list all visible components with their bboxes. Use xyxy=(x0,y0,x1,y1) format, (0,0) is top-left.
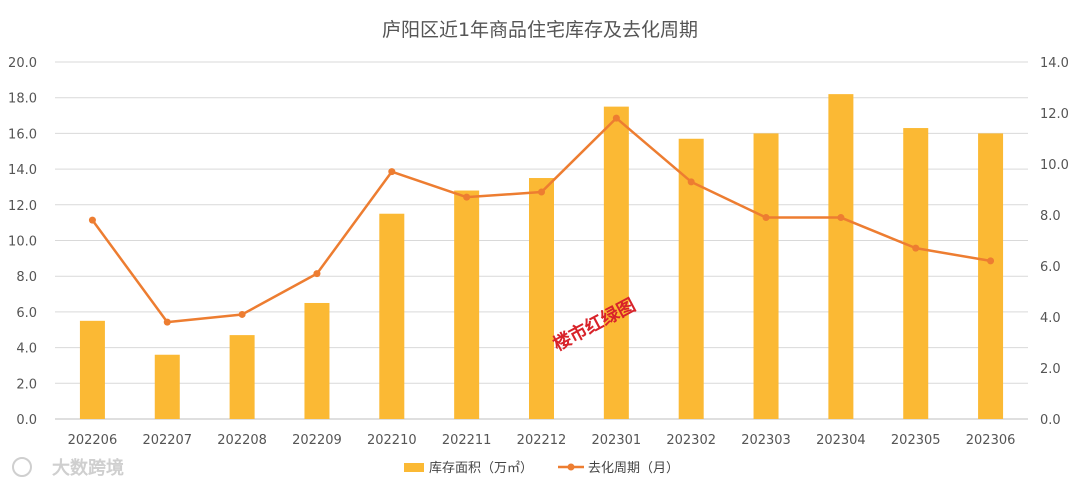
line-point xyxy=(313,270,321,278)
left-tick-label: 4.0 xyxy=(16,342,37,357)
left-tick-label: 20.0 xyxy=(8,56,37,71)
left-tick-label: 2.0 xyxy=(16,377,37,392)
legend-line-marker xyxy=(567,463,575,471)
right-tick-label: 2.0 xyxy=(1040,362,1061,377)
x-tick-label: 202301 xyxy=(592,433,642,448)
right-tick-label: 12.0 xyxy=(1040,107,1069,122)
left-tick-label: 8.0 xyxy=(16,270,37,285)
bar xyxy=(79,320,105,419)
x-tick-label: 202303 xyxy=(741,433,791,448)
x-tick-label: 202208 xyxy=(217,433,267,448)
x-tick-label: 202206 xyxy=(68,433,118,448)
brand-logo: 大数跨境 xyxy=(12,457,124,479)
x-tick-label: 202212 xyxy=(517,433,567,448)
bar xyxy=(379,213,405,419)
line-point xyxy=(538,188,545,196)
line-point xyxy=(388,168,396,176)
right-tick-label: 4.0 xyxy=(1040,311,1061,326)
legend-bar-label: 库存面积（万㎡） xyxy=(429,460,533,476)
right-tick-label: 10.0 xyxy=(1040,158,1069,173)
left-tick-label: 12.0 xyxy=(8,199,37,214)
legend-line-label: 去化周期（月） xyxy=(588,461,679,476)
line-point xyxy=(912,244,920,252)
left-tick-label: 14.0 xyxy=(8,163,37,178)
line-point xyxy=(88,216,96,224)
x-tick-label: 202211 xyxy=(442,433,492,448)
line-point xyxy=(687,178,695,186)
right-axis-ticks: 0.0 2.0 4.0 6.0 8.0 10.0 12.0 14.0 xyxy=(1040,56,1069,428)
x-tick-label: 202210 xyxy=(367,433,417,448)
bar xyxy=(304,302,330,419)
right-tick-label: 14.0 xyxy=(1040,56,1069,71)
logo-text: 大数跨境 xyxy=(52,457,124,479)
line-point xyxy=(837,214,845,222)
x-tick-label: 202306 xyxy=(966,433,1016,448)
bar xyxy=(903,128,929,420)
bar xyxy=(828,94,854,419)
logo-icon xyxy=(12,457,32,477)
line-point xyxy=(612,114,620,122)
right-tick-label: 6.0 xyxy=(1040,260,1061,275)
line-point xyxy=(238,310,246,318)
legend: 库存面积（万㎡） 去化周期（月） xyxy=(404,460,679,476)
line-point xyxy=(762,214,770,222)
x-axis-ticks: 202206 202207 202208 202209 202210 202211 2022… xyxy=(68,433,1016,448)
line-point xyxy=(463,193,471,201)
x-tick-label: 202209 xyxy=(292,433,342,448)
right-tick-label: 0.0 xyxy=(1040,413,1061,428)
bar xyxy=(229,335,255,419)
left-tick-label: 16.0 xyxy=(8,127,37,142)
bar xyxy=(529,178,554,419)
bar xyxy=(454,190,480,419)
bar xyxy=(154,354,180,419)
line-point xyxy=(163,318,171,326)
right-tick-label: 8.0 xyxy=(1040,209,1061,224)
line-point xyxy=(987,257,995,265)
line-series xyxy=(88,114,995,326)
x-tick-label: 202304 xyxy=(816,433,866,448)
left-axis-ticks: 0.0 2.0 4.0 6.0 8.0 10.0 12.0 14.0 16.0 18.0 20.0 xyxy=(8,56,37,428)
legend-bar-swatch xyxy=(404,463,424,472)
chart-title: 庐阳区近1年商品住宅库存及去化周期 xyxy=(382,19,698,41)
x-tick-label: 202207 xyxy=(142,433,192,448)
bar xyxy=(978,133,1004,419)
bar xyxy=(753,133,779,419)
left-tick-label: 0.0 xyxy=(16,413,37,428)
x-tick-label: 202302 xyxy=(666,433,716,448)
bar-series xyxy=(79,94,1004,420)
x-tick-label: 202305 xyxy=(891,433,941,448)
left-tick-label: 6.0 xyxy=(16,306,37,321)
left-tick-label: 10.0 xyxy=(8,235,37,250)
bar xyxy=(603,106,629,419)
left-tick-label: 18.0 xyxy=(8,92,37,107)
